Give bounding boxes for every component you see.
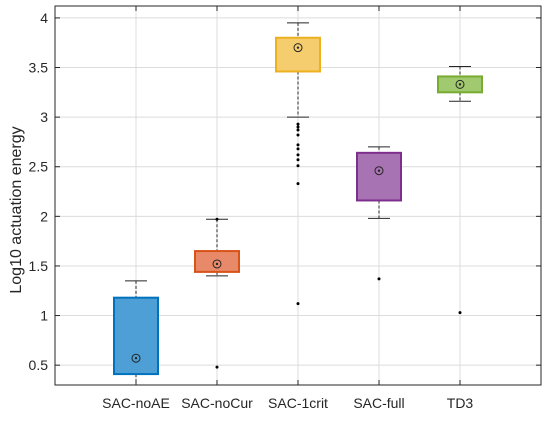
box-sac-noae — [113, 280, 159, 385]
outlier-point — [296, 153, 300, 157]
outlier-point — [296, 143, 300, 147]
outlier-point — [215, 365, 219, 369]
outlier-point — [215, 217, 219, 221]
box-td3 — [437, 66, 483, 315]
y-axis-label: Log10 actuation energy — [8, 126, 25, 293]
median-marker — [455, 79, 465, 89]
box-iqr — [275, 36, 321, 73]
y-tick-labels: 0.5 1 1.5 2 2.5 3 3.5 4 — [29, 10, 49, 373]
median-marker — [374, 166, 384, 176]
box-layer — [113, 22, 483, 385]
outlier-point — [296, 133, 300, 137]
y-tick-label: 3.5 — [29, 60, 49, 76]
y-tick-label: 2 — [40, 208, 48, 224]
outlier-point — [296, 125, 300, 129]
x-tick-label: SAC-1crit — [268, 395, 328, 411]
outlier-point — [296, 164, 300, 168]
y-tick-label: 3 — [40, 109, 48, 125]
outlier-point — [296, 122, 300, 126]
x-tick-label: SAC-noAE — [102, 395, 170, 411]
outlier-point — [458, 311, 462, 315]
box-iqr — [113, 296, 159, 376]
median-marker — [131, 353, 141, 363]
median-dot — [296, 46, 300, 49]
y-tick-label: 4 — [40, 10, 48, 26]
y-tick-label: 2.5 — [29, 159, 49, 175]
median-dot — [134, 357, 138, 360]
x-tick-label: SAC-noCur — [181, 395, 253, 411]
box-sac-nocur — [194, 217, 240, 369]
median-dot — [458, 83, 462, 86]
outlier-point — [296, 147, 300, 151]
axes-layer — [54, 5, 542, 386]
box-iqr — [194, 250, 240, 273]
box-iqr — [356, 151, 402, 202]
y-tick-label: 0.5 — [29, 357, 49, 373]
outlier-point — [296, 158, 300, 162]
median-marker — [212, 259, 222, 269]
x-tick-labels: SAC-noAE SAC-noCur SAC-1crit SAC-full TD3 — [102, 395, 473, 411]
median-dot — [377, 169, 381, 172]
x-tick-label: TD3 — [447, 395, 474, 411]
outlier-point — [296, 128, 300, 132]
outlier-point — [377, 277, 381, 281]
median-dot — [215, 262, 219, 266]
x-tick-label: SAC-full — [353, 395, 404, 411]
y-tick-label: 1.5 — [29, 258, 49, 274]
median-marker — [293, 43, 303, 53]
outlier-point — [296, 182, 300, 186]
outlier-point — [296, 302, 300, 306]
box-sac-1crit — [275, 22, 321, 306]
y-tick-label: 1 — [40, 308, 48, 324]
box-sac-full — [356, 146, 402, 281]
